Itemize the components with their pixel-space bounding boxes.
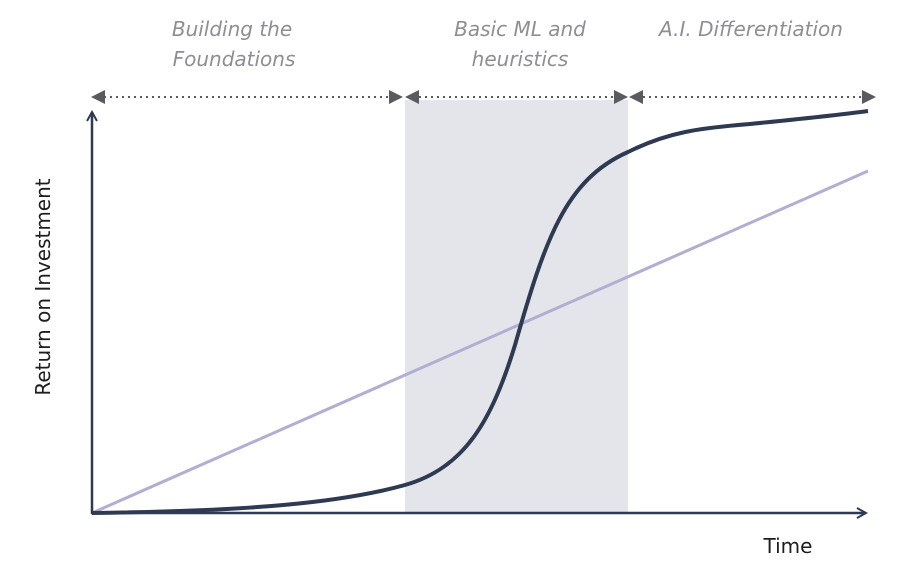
arrowhead-right-icon [862,90,876,104]
x-axis-label: Time [763,534,813,558]
phase-label-ai-differentiation: A.I. Differentiation [657,17,843,41]
arrowhead-left-icon [629,90,643,104]
arrowhead-right-icon [389,90,403,104]
y-axis-label: Return on Investment [31,178,55,395]
linear-roi-line [91,169,869,515]
arrowhead-left-icon [91,90,105,104]
shaded-phase-band [405,100,628,513]
phase-span-arrows [91,90,876,104]
phase-label-foundations-line2: Foundations [173,47,296,71]
phase-label-foundations-line1: Building the [172,17,292,41]
phase-label-basic-ml-line2: heuristics [472,47,569,71]
arrowhead-left-icon [405,90,419,104]
s-curve-roi-line [91,109,869,515]
arrowhead-right-icon [614,90,628,104]
phase-label-basic-ml-line1: Basic ML and [454,17,586,41]
